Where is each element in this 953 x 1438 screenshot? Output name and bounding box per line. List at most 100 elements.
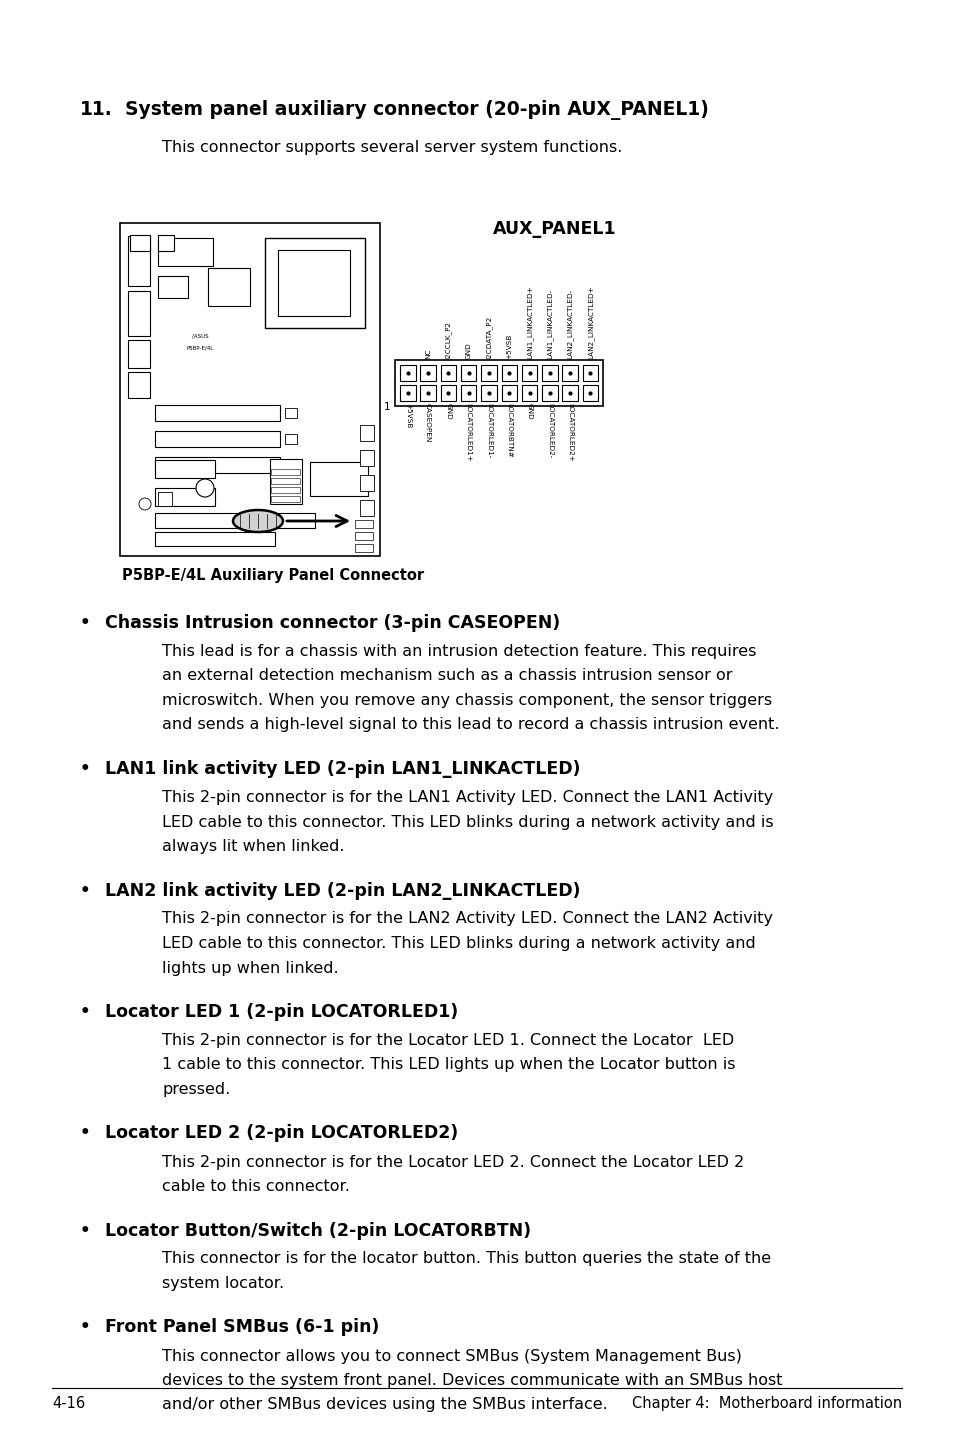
Text: This connector allows you to connect SMBus (System Management Bus): This connector allows you to connect SMB… — [162, 1349, 741, 1363]
Text: microswitch. When you remove any chassis component, the sensor triggers: microswitch. When you remove any chassis… — [162, 693, 771, 707]
Bar — [440, 385, 456, 401]
Bar — [460, 365, 476, 381]
Text: LED cable to this connector. This LED blinks during a network activity and is: LED cable to this connector. This LED bl… — [162, 814, 773, 830]
Bar — [154, 532, 274, 546]
Text: •: • — [80, 761, 91, 778]
Text: 4-16: 4-16 — [52, 1396, 85, 1411]
Bar — [359, 475, 374, 490]
Bar — [310, 462, 368, 496]
Text: lights up when linked.: lights up when linked. — [162, 961, 338, 975]
Bar — [521, 385, 537, 401]
Text: LAN1_LINKACTLED+: LAN1_LINKACTLED+ — [526, 285, 533, 358]
Text: Locator Button/Switch (2-pin LOCATORBTN): Locator Button/Switch (2-pin LOCATORBTN) — [105, 1221, 531, 1240]
Bar — [277, 250, 350, 316]
Text: LAN2 link activity LED (2-pin LAN2_LINKACTLED): LAN2 link activity LED (2-pin LAN2_LINKA… — [105, 881, 579, 900]
Bar — [128, 236, 150, 286]
Bar — [158, 239, 213, 266]
Text: This 2-pin connector is for the LAN2 Activity LED. Connect the LAN2 Activity: This 2-pin connector is for the LAN2 Act… — [162, 912, 772, 926]
Bar — [399, 365, 416, 381]
Bar — [154, 513, 314, 528]
Bar — [285, 408, 296, 418]
Bar — [562, 385, 578, 401]
Text: LOCATORLED1-: LOCATORLED1- — [485, 403, 492, 459]
Text: This 2-pin connector is for the Locator LED 2. Connect the Locator LED 2: This 2-pin connector is for the Locator … — [162, 1155, 743, 1169]
Text: /ASUS: /ASUS — [192, 334, 208, 338]
Bar — [128, 372, 150, 398]
Ellipse shape — [233, 510, 283, 532]
Bar — [501, 385, 517, 401]
Bar — [271, 477, 299, 485]
Text: P5BP-E/4L: P5BP-E/4L — [186, 345, 213, 351]
Bar — [359, 450, 374, 466]
Bar — [399, 385, 416, 401]
Text: LAN2_LINKACTLED-: LAN2_LINKACTLED- — [566, 289, 573, 358]
Text: LAN1 link activity LED (2-pin LAN1_LINKACTLED): LAN1 link activity LED (2-pin LAN1_LINKA… — [105, 761, 579, 778]
Bar — [420, 385, 436, 401]
Text: •: • — [80, 614, 91, 631]
Bar — [120, 223, 379, 557]
Text: and sends a high-level signal to this lead to record a chassis intrusion event.: and sends a high-level signal to this le… — [162, 718, 779, 732]
Text: NC: NC — [425, 348, 431, 358]
Bar — [355, 521, 373, 528]
Bar — [130, 234, 150, 252]
Text: Front Panel SMBus (6-1 pin): Front Panel SMBus (6-1 pin) — [105, 1319, 379, 1336]
Text: always lit when linked.: always lit when linked. — [162, 838, 344, 854]
Text: +5VSB: +5VSB — [404, 403, 411, 429]
Text: LED cable to this connector. This LED blinks during a network activity and: LED cable to this connector. This LED bl… — [162, 936, 755, 951]
Bar — [154, 487, 214, 506]
Bar — [271, 469, 299, 475]
Text: •: • — [80, 1002, 91, 1021]
Bar — [285, 460, 296, 470]
Bar — [582, 365, 598, 381]
Text: LOCATORLED2-: LOCATORLED2- — [546, 403, 553, 459]
Text: GND: GND — [465, 342, 471, 358]
Bar — [128, 339, 150, 368]
Bar — [154, 406, 280, 421]
Bar — [158, 276, 188, 298]
Text: •: • — [80, 881, 91, 900]
Text: Locator LED 1 (2-pin LOCATORLED1): Locator LED 1 (2-pin LOCATORLED1) — [105, 1002, 457, 1021]
Bar — [541, 365, 557, 381]
Text: 1: 1 — [383, 401, 390, 411]
Bar — [395, 361, 602, 406]
Text: I2CDATA_P2: I2CDATA_P2 — [485, 315, 492, 358]
Bar — [154, 457, 280, 473]
Text: AUX_PANEL1: AUX_PANEL1 — [493, 220, 617, 239]
Bar — [355, 532, 373, 541]
Text: LOCATORLED1+: LOCATORLED1+ — [465, 403, 471, 462]
Bar — [582, 385, 598, 401]
Text: This 2-pin connector is for the LAN1 Activity LED. Connect the LAN1 Activity: This 2-pin connector is for the LAN1 Act… — [162, 789, 773, 805]
Bar — [460, 385, 476, 401]
Text: an external detection mechanism such as a chassis intrusion sensor or: an external detection mechanism such as … — [162, 669, 732, 683]
Text: cable to this connector.: cable to this connector. — [162, 1179, 350, 1194]
Text: CASEOPEN: CASEOPEN — [425, 403, 431, 441]
Text: •: • — [80, 1221, 91, 1240]
Circle shape — [195, 479, 213, 498]
Text: 11.: 11. — [80, 101, 112, 119]
Text: P5BP-E/4L Auxiliary Panel Connector: P5BP-E/4L Auxiliary Panel Connector — [122, 568, 424, 582]
Text: 1 cable to this connector. This LED lights up when the Locator button is: 1 cable to this connector. This LED ligh… — [162, 1057, 735, 1073]
Text: This 2-pin connector is for the Locator LED 1. Connect the Locator  LED: This 2-pin connector is for the Locator … — [162, 1032, 734, 1048]
Text: LOCATORBTN#: LOCATORBTN# — [506, 403, 512, 457]
Bar — [420, 365, 436, 381]
Bar — [501, 365, 517, 381]
Bar — [154, 460, 214, 477]
Text: This lead is for a chassis with an intrusion detection feature. This requires: This lead is for a chassis with an intru… — [162, 644, 756, 659]
Text: This connector is for the locator button. This button queries the state of the: This connector is for the locator button… — [162, 1251, 770, 1267]
Bar — [562, 365, 578, 381]
Text: GND: GND — [445, 403, 451, 420]
Bar — [480, 385, 497, 401]
Bar — [521, 365, 537, 381]
Bar — [359, 500, 374, 516]
Text: pressed.: pressed. — [162, 1081, 230, 1097]
Text: system locator.: system locator. — [162, 1276, 284, 1291]
Bar — [541, 385, 557, 401]
Text: +5VSB: +5VSB — [506, 334, 512, 358]
Bar — [265, 239, 365, 328]
Bar — [440, 365, 456, 381]
Bar — [158, 234, 173, 252]
Text: devices to the system front panel. Devices communicate with an SMBus host: devices to the system front panel. Devic… — [162, 1373, 781, 1388]
Text: LOCATORLED2+: LOCATORLED2+ — [566, 403, 573, 462]
Text: •: • — [80, 1125, 91, 1143]
Bar — [154, 431, 280, 447]
